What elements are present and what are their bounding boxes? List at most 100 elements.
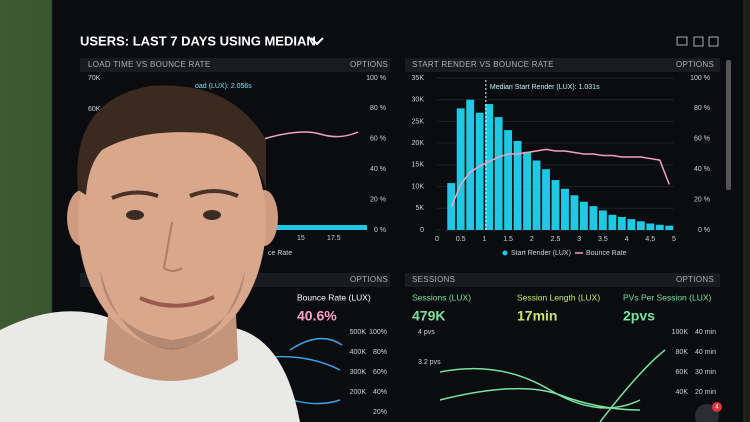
bar <box>589 206 598 230</box>
x-tick-label: 4.5 <box>645 236 655 243</box>
y2-tick-label: 20 % <box>694 196 710 203</box>
axis-label: 60% <box>373 369 387 376</box>
axis-label: 80 % <box>370 105 386 112</box>
y-tick-label: 5K <box>415 205 424 212</box>
axis-label: 40 min <box>695 349 716 356</box>
y-tick-label: 70K <box>88 75 101 82</box>
bar <box>636 221 645 230</box>
axis-label: 40 % <box>370 166 386 173</box>
options[interactable]: OPTIONS <box>350 275 388 284</box>
legend-swatch <box>502 250 508 256</box>
y-tick-label: 30K <box>412 97 425 104</box>
line-fragment <box>259 131 359 141</box>
bar <box>627 219 636 230</box>
axis-label: 300K <box>350 369 367 376</box>
annotation: Median Start Render (LUX): 1.031s <box>490 84 600 91</box>
panel-title: LOAD TIME VS BOUNCE RATE <box>88 60 210 69</box>
bar <box>475 112 484 230</box>
eye <box>126 210 144 220</box>
badge-count: 4 <box>715 405 719 411</box>
mouth <box>139 295 215 308</box>
y-tick-label: 15K <box>412 162 425 169</box>
legend-label: ce Rate <box>268 250 292 257</box>
bar <box>608 214 617 230</box>
bar <box>466 99 475 230</box>
y2-tick-label: 60 % <box>694 136 710 143</box>
icon[interactable] <box>676 36 688 46</box>
y-tick-label: 10K <box>412 183 425 190</box>
axis-label: 500K <box>350 329 367 336</box>
bars-fragment <box>262 225 367 230</box>
nose <box>162 221 183 272</box>
x-tick-label: 15 <box>297 235 305 242</box>
dropdown-icon[interactable] <box>310 37 324 46</box>
bar <box>504 130 513 230</box>
annotation: oad (LUX): 2.056s <box>195 83 252 90</box>
x-tick-label: 2.5 <box>551 236 561 243</box>
bar <box>655 224 664 230</box>
options[interactable]: OPTIONS <box>676 60 714 69</box>
y-tick-label: 25K <box>412 118 425 125</box>
dashboard-title: USERS: LAST 7 DAYS USING MEDIAN <box>80 33 316 48</box>
y-tick-label: 20K <box>412 140 425 147</box>
y2-tick-label: 80 % <box>694 105 710 112</box>
bar <box>561 188 569 230</box>
bar <box>523 151 531 230</box>
x-tick-label: 2 <box>530 236 534 243</box>
x-tick-label: 17.5 <box>327 235 341 242</box>
metric-value: 479K <box>412 308 445 324</box>
bar <box>570 195 579 230</box>
metric-value: 17min <box>517 308 557 324</box>
bar <box>456 108 465 230</box>
bar <box>494 117 503 230</box>
bar <box>646 223 655 230</box>
x-tick-label: 3.5 <box>598 236 608 243</box>
bar <box>580 201 588 230</box>
bar <box>665 225 674 230</box>
axis-label: 40% <box>373 389 387 396</box>
metric-label: Session Length (LUX) <box>517 292 600 302</box>
x-tick-label: 1 <box>482 236 486 243</box>
bar <box>513 140 522 230</box>
x-tick-label: 0.5 <box>456 236 466 243</box>
x-tick-label: 3 <box>577 236 581 243</box>
panel-title: SESSIONS <box>412 275 455 284</box>
axis-label: 100 % <box>366 75 386 82</box>
metric-label: PVs Per Session (LUX) <box>623 292 712 302</box>
options[interactable]: OPTIONS <box>676 275 714 284</box>
axis-label: 200K <box>350 389 367 396</box>
person <box>0 85 300 422</box>
panel-title: START RENDER VS BOUNCE RATE <box>412 60 554 69</box>
scrollbar[interactable] <box>726 60 731 190</box>
axis-label: 40 min <box>695 329 716 336</box>
bar <box>542 169 550 230</box>
x-tick-label: 4 <box>625 236 629 243</box>
axis-label: 3.2 pvs <box>418 359 441 366</box>
line-fragment <box>439 349 666 422</box>
icon[interactable] <box>708 36 719 47</box>
axis-label: 40K <box>676 389 689 396</box>
options[interactable]: OPTIONS <box>350 60 388 69</box>
y2-tick-label: 0 % <box>698 227 710 234</box>
axis-label: 100K <box>672 329 689 336</box>
axis-label: 400K <box>350 349 367 356</box>
x-tick-label: 0 <box>435 236 439 243</box>
bar <box>551 180 560 230</box>
icon[interactable] <box>693 36 704 47</box>
x-tick-label: 1.5 <box>503 236 513 243</box>
metric-value: 40.6% <box>297 308 337 324</box>
eyebrows <box>111 189 239 200</box>
axis-label: 100% <box>369 329 387 336</box>
hair <box>77 85 266 195</box>
y-tick-label: 60K <box>88 106 101 113</box>
bar <box>532 160 541 230</box>
metric-label: Bounce Rate (LUX) <box>297 292 371 302</box>
axis-label: 30 min <box>695 369 716 376</box>
axis-label: 20% <box>373 409 387 416</box>
panel-header <box>405 273 720 287</box>
x-tick-label: 5 <box>672 236 676 243</box>
y-tick-label: 0 <box>420 227 424 234</box>
axis-label: 80K <box>676 349 689 356</box>
legend-label: Start Render (LUX) <box>511 250 571 257</box>
